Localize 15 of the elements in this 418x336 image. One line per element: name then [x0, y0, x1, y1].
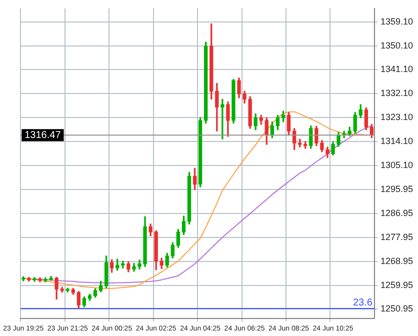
- y-tick-label: 1259.95: [380, 280, 414, 290]
- y-tick-label: 1277.95: [380, 232, 414, 242]
- y-tick-label: 1332.10: [380, 88, 414, 98]
- y-tick-label: 1350.10: [380, 40, 414, 50]
- y-tick-label: 1268.95: [380, 256, 414, 266]
- y-tick-label: 1295.95: [380, 184, 414, 194]
- y-tick-label: 1341.10: [380, 64, 414, 74]
- y-tick-label: 1250.95: [380, 304, 414, 314]
- y-tick-label: 1305.10: [380, 160, 414, 170]
- y-tick-label: 1359.10: [380, 16, 414, 26]
- y-tick-label: 1323.10: [380, 112, 414, 122]
- y-tick-label: 1314.10: [380, 136, 414, 146]
- y-tick-label: 1286.95: [380, 208, 414, 218]
- ref-line-label: 1316.47: [24, 130, 62, 141]
- annotation: 23.6: [353, 297, 373, 308]
